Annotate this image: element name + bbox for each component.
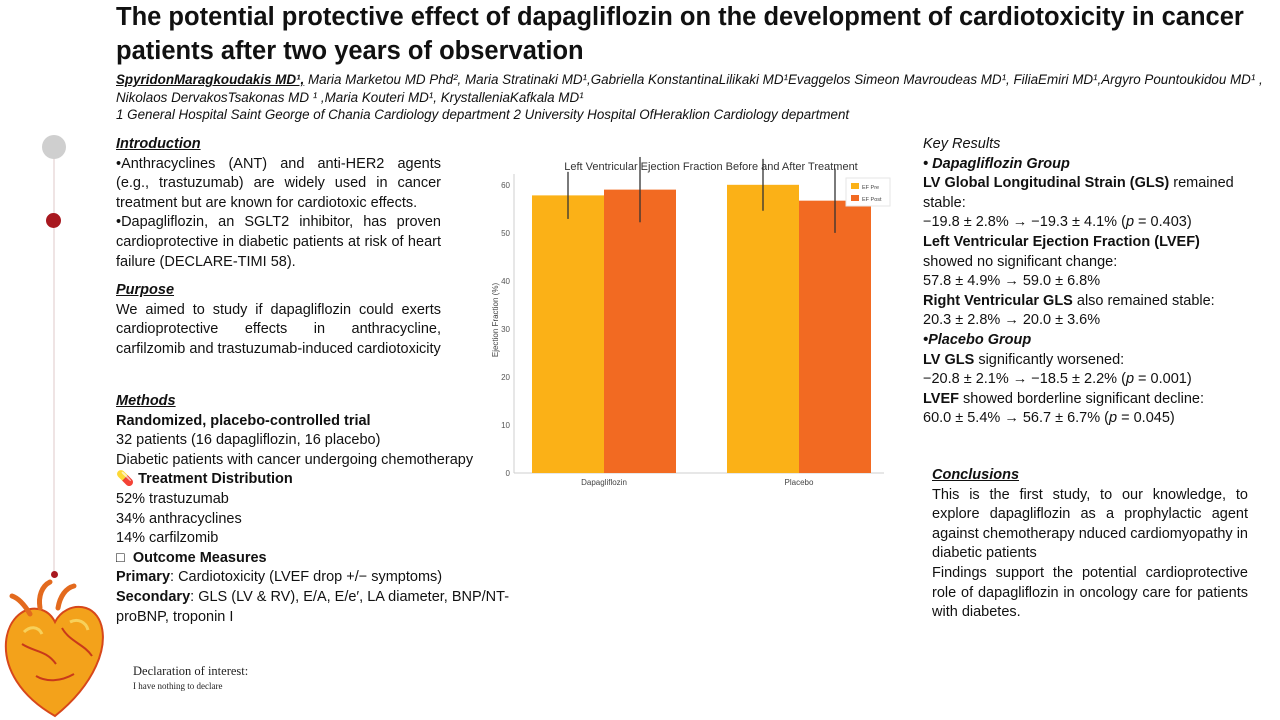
declaration-title: Declaration of interest: [133, 664, 249, 678]
poster-title: The potential protective effect of dapag… [116, 3, 1244, 65]
decorative-red-dot [46, 213, 61, 228]
placebo-gls-values: −20.8 ± 2.1% → −18.5 ± 2.2% (p = 0.001) [923, 371, 1192, 388]
distribution-item: 52% trastuzumab [116, 490, 229, 507]
decorative-vertical-line [53, 158, 55, 578]
left-column: Introduction •Anthracyclines (ANT) and a… [116, 135, 441, 369]
legend-label: EF Pre [862, 185, 879, 191]
legend-label: EF Post [862, 197, 882, 203]
bar-post-placebo [799, 200, 871, 473]
key-results-section: Key Results • Dapagliflozin Group LV Glo… [923, 135, 1243, 429]
declaration-of-interest: Declaration of interest: I have nothing … [133, 664, 248, 691]
x-tick-label: Placebo [785, 478, 814, 487]
x-tick-label: Dapagliflozin [581, 478, 627, 487]
decorative-small-red-dot [51, 571, 58, 578]
lvef-bar-chart: Left Ventricular Ejection Fraction Befor… [491, 156, 891, 487]
purpose-heading: Purpose [116, 282, 175, 299]
dapa-gls-values: −19.8 ± 2.8% → −19.3 ± 4.1% (p = 0.403) [923, 214, 1192, 231]
introduction-paragraph-2: •Dapagliflozin, an SGLT2 inhibitor, has … [116, 214, 441, 270]
outcome-measures-heading: □ Outcome Measures [116, 549, 267, 566]
heart-illustration [4, 579, 104, 718]
y-tick-label: 50 [501, 229, 510, 238]
dapa-rv-gls-values: 20.3 ± 2.8% → 20.0 ± 3.6% [923, 312, 1101, 329]
secondary-outcome: Secondary: GLS (LV & RV), E/A, E/e′, LA … [116, 588, 510, 625]
conclusions-heading: Conclusions [932, 467, 1020, 483]
conclusions-section: Conclusions This is the first study, to … [932, 466, 1248, 623]
y-tick-label: 10 [501, 421, 510, 430]
placebo-gls-result: LV GLS significantly worsened: [923, 351, 1125, 368]
pill-icon: 💊 [116, 471, 135, 488]
methods-patients: 32 patients (16 dapagliflozin, 16 placeb… [116, 432, 381, 449]
bar-post-dapagliflozin [604, 189, 676, 473]
distribution-item: 34% anthracyclines [116, 510, 242, 527]
dapagliflozin-group-heading: • Dapagliflozin Group [923, 155, 1070, 172]
decorative-gray-dot [42, 135, 66, 159]
key-results-heading: Key Results [923, 136, 1001, 152]
placebo-lvef-values: 60.0 ± 5.4% → 56.7 ± 6.7% (p = 0.045) [923, 410, 1175, 427]
treatment-distribution-heading: 💊 Treatment Distribution [116, 471, 293, 488]
author-list: SpyridonMaragkoudakis MD¹, Maria Marketo… [116, 71, 1276, 107]
chart-title: Left Ventricular Ejection Fraction Befor… [564, 161, 858, 173]
introduction-heading: Introduction [116, 136, 201, 152]
affiliations: 1 General Hospital Saint George of Chani… [116, 107, 850, 122]
dapa-rv-gls-result: Right Ventricular GLS also remained stab… [923, 292, 1215, 309]
first-author: SpyridonMaragkoudakis MD¹, [116, 72, 305, 87]
placebo-lvef-result: LVEF showed borderline significant decli… [923, 390, 1205, 407]
dapa-lvef-heading: Left Ventricular Ejection Fraction (LVEF… [923, 233, 1200, 250]
declaration-text: I have nothing to declare [133, 681, 223, 691]
legend-box [845, 177, 891, 207]
dapa-lvef-values: 57.8 ± 4.9% → 59.0 ± 6.8% [923, 273, 1101, 290]
y-tick-label: 60 [501, 181, 510, 190]
conclusions-paragraph-2: Findings support the potential cardiopro… [932, 564, 1248, 621]
placeholder-box-icon: □ [116, 549, 125, 566]
bar-pre-dapagliflozin [532, 195, 604, 473]
introduction-section: Introduction •Anthracyclines (ANT) and a… [116, 135, 441, 272]
y-tick-label: 30 [501, 325, 510, 334]
methods-design: Randomized, placebo-controlled trial [116, 412, 371, 429]
purpose-section: Purpose We aimed to study if dapaglifloz… [116, 281, 441, 359]
methods-population: Diabetic patients with cancer undergoing… [116, 451, 474, 468]
distribution-item: 14% carfilzomib [116, 530, 219, 547]
placebo-group-heading: •Placebo Group [923, 331, 1032, 348]
methods-section: Methods Randomized, placebo-controlled t… [116, 392, 516, 627]
primary-outcome: Primary: Cardiotoxicity (LVEF drop +/− s… [116, 569, 443, 586]
introduction-paragraph-1: •Anthracyclines (ANT) and anti-HER2 agen… [116, 155, 441, 211]
methods-heading: Methods [116, 393, 176, 409]
other-authors: Maria Marketou MD Phd², Maria Stratinaki… [116, 72, 1263, 105]
dapa-lvef-text: showed no significant change: [923, 253, 1118, 270]
dapa-gls-result: LV Global Longitudinal Strain (GLS) rema… [923, 175, 1234, 211]
y-tick-label: 20 [501, 373, 510, 382]
purpose-text: We aimed to study if dapagliflozin could… [116, 301, 441, 357]
legend-swatch [851, 195, 859, 201]
y-axis-label: Ejection Fraction (%) [491, 283, 500, 358]
y-tick-label: 40 [501, 277, 510, 286]
y-tick-label: 0 [506, 469, 511, 478]
legend-swatch [851, 183, 859, 189]
bar-pre-placebo [727, 184, 799, 473]
conclusions-paragraph-1: This is the first study, to our knowledg… [932, 486, 1248, 562]
